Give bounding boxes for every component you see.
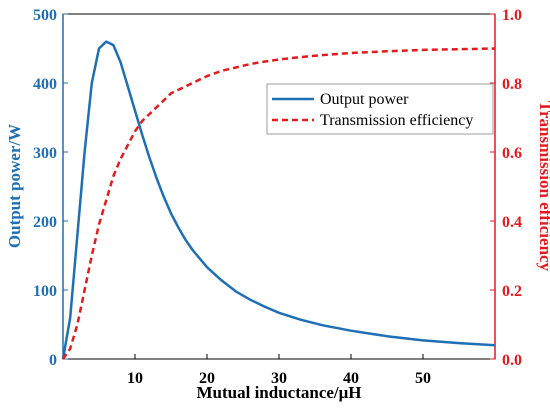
x-axis-title: Mutual inductance/μH — [196, 383, 361, 402]
right-y-axis-ticks: 0.0 0.2 0.4 0.6 0.8 1.0 — [490, 7, 522, 369]
right-y-tick-label: 0.4 — [502, 214, 522, 231]
legend: Output power Transmission efficiency — [266, 83, 494, 135]
series-layer — [61, 40, 496, 360]
legend-label-output-power: Output power — [320, 91, 409, 108]
left-y-tick-label: 400 — [33, 76, 57, 93]
left-y-tick-label: 500 — [33, 7, 57, 24]
left-y-tick-label: 200 — [33, 214, 57, 231]
right-y-axis-title: Transmission efficiency — [536, 101, 550, 272]
series-line-output-power — [61, 40, 496, 360]
left-y-tick-label: 0 — [49, 352, 57, 369]
right-y-tick-label: 0.6 — [502, 145, 522, 162]
series-line-transmission-efficiency — [61, 47, 496, 360]
right-y-tick-label: 1.0 — [502, 7, 522, 24]
x-tick-label: 40 — [343, 370, 359, 387]
left-y-axis-title: Output power/W — [5, 124, 24, 248]
right-y-tick-label: 0.8 — [502, 76, 522, 93]
x-tick-label: 20 — [199, 370, 215, 387]
x-tick-label: 10 — [127, 370, 143, 387]
legend-label-transmission-efficiency: Transmission efficiency — [320, 112, 473, 129]
left-y-axis-ticks: 0 100 200 300 400 500 — [33, 7, 68, 369]
left-y-tick-label: 100 — [33, 283, 57, 300]
x-tick-label: 50 — [415, 370, 431, 387]
right-y-tick-label: 0.0 — [502, 352, 522, 369]
plot-area — [62, 13, 496, 360]
right-y-tick-label: 0.2 — [502, 283, 522, 300]
left-y-tick-label: 300 — [33, 145, 57, 162]
legend-box — [266, 83, 494, 135]
x-tick-label: 30 — [271, 370, 287, 387]
x-axis-ticks: 10 20 30 40 50 — [127, 354, 431, 387]
